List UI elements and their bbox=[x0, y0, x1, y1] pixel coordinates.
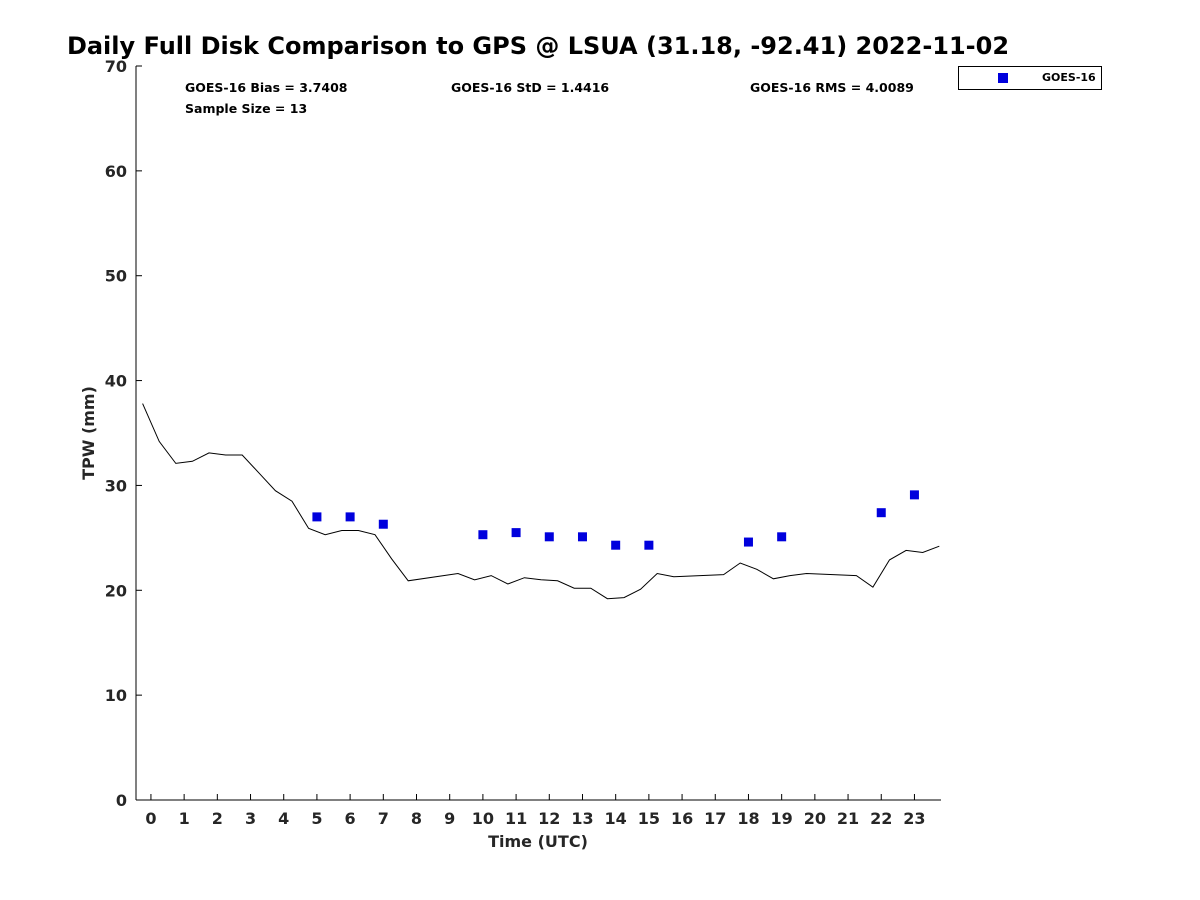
x-tick-label: 6 bbox=[345, 809, 356, 828]
y-tick-label: 70 bbox=[105, 57, 127, 76]
goes16-series bbox=[312, 490, 919, 550]
x-tick-label: 0 bbox=[145, 809, 156, 828]
x-tick-label: 11 bbox=[505, 809, 527, 828]
goes16-point bbox=[577, 532, 587, 542]
x-tick-label: 18 bbox=[737, 809, 759, 828]
y-tick-label: 20 bbox=[105, 581, 127, 600]
x-tick-label: 13 bbox=[571, 809, 593, 828]
legend-label: GOES-16 bbox=[1042, 71, 1096, 84]
y-axis-ticks: 0 10 20 30 40 50 60 70 bbox=[105, 57, 142, 810]
sample-size-stat: Sample Size = 13 bbox=[185, 101, 307, 116]
legend: GOES-16 bbox=[958, 66, 1102, 90]
x-tick-label: 2 bbox=[212, 809, 223, 828]
x-tick-label: 8 bbox=[411, 809, 422, 828]
legend-marker bbox=[998, 73, 1008, 83]
goes16-point bbox=[611, 540, 621, 550]
x-tick-label: 10 bbox=[472, 809, 494, 828]
x-tick-label: 22 bbox=[870, 809, 892, 828]
y-tick-label: 10 bbox=[105, 686, 127, 705]
chart-title: Daily Full Disk Comparison to GPS @ LSUA… bbox=[67, 32, 1009, 60]
std-stat: GOES-16 StD = 1.4416 bbox=[451, 80, 609, 95]
x-tick-label: 4 bbox=[278, 809, 289, 828]
x-tick-label: 21 bbox=[837, 809, 859, 828]
y-axis-label: TPW (mm) bbox=[79, 386, 98, 480]
goes16-point bbox=[777, 532, 787, 542]
goes16-point bbox=[644, 540, 654, 550]
x-tick-label: 19 bbox=[771, 809, 793, 828]
x-tick-label: 9 bbox=[444, 809, 455, 828]
bias-stat: GOES-16 Bias = 3.7408 bbox=[185, 80, 347, 95]
x-tick-label: 20 bbox=[804, 809, 826, 828]
goes16-point bbox=[909, 490, 919, 500]
x-tick-label: 14 bbox=[605, 809, 627, 828]
y-tick-label: 0 bbox=[116, 791, 127, 810]
goes16-point bbox=[876, 508, 886, 518]
goes16-point bbox=[743, 537, 753, 547]
x-tick-label: 15 bbox=[638, 809, 660, 828]
goes16-point bbox=[478, 530, 488, 540]
legend-box bbox=[958, 66, 1102, 90]
goes16-point bbox=[378, 519, 388, 529]
x-axis-ticks: 0 1 2 3 4 5 6 7 8 9 10 11 12 13 14 15 16 17 18 19 20 21 22 23 bbox=[145, 794, 926, 828]
rms-stat: GOES-16 RMS = 4.0089 bbox=[750, 80, 914, 95]
gps-series bbox=[142, 403, 940, 600]
y-tick-label: 40 bbox=[105, 372, 127, 391]
x-axis-label: Time (UTC) bbox=[488, 832, 588, 851]
y-tick-label: 30 bbox=[105, 476, 127, 495]
goes16-point bbox=[345, 512, 355, 522]
goes16-point bbox=[312, 512, 322, 522]
x-tick-label: 5 bbox=[311, 809, 322, 828]
x-tick-label: 12 bbox=[538, 809, 560, 828]
gps-line bbox=[142, 403, 940, 600]
goes16-point bbox=[511, 528, 521, 538]
x-tick-label: 16 bbox=[671, 809, 693, 828]
x-tick-label: 23 bbox=[903, 809, 925, 828]
x-tick-label: 1 bbox=[179, 809, 190, 828]
x-tick-label: 7 bbox=[378, 809, 389, 828]
x-tick-label: 3 bbox=[245, 809, 256, 828]
x-tick-label: 17 bbox=[704, 809, 726, 828]
y-tick-label: 50 bbox=[105, 267, 127, 286]
goes16-point bbox=[544, 532, 554, 542]
y-tick-label: 60 bbox=[105, 162, 127, 181]
